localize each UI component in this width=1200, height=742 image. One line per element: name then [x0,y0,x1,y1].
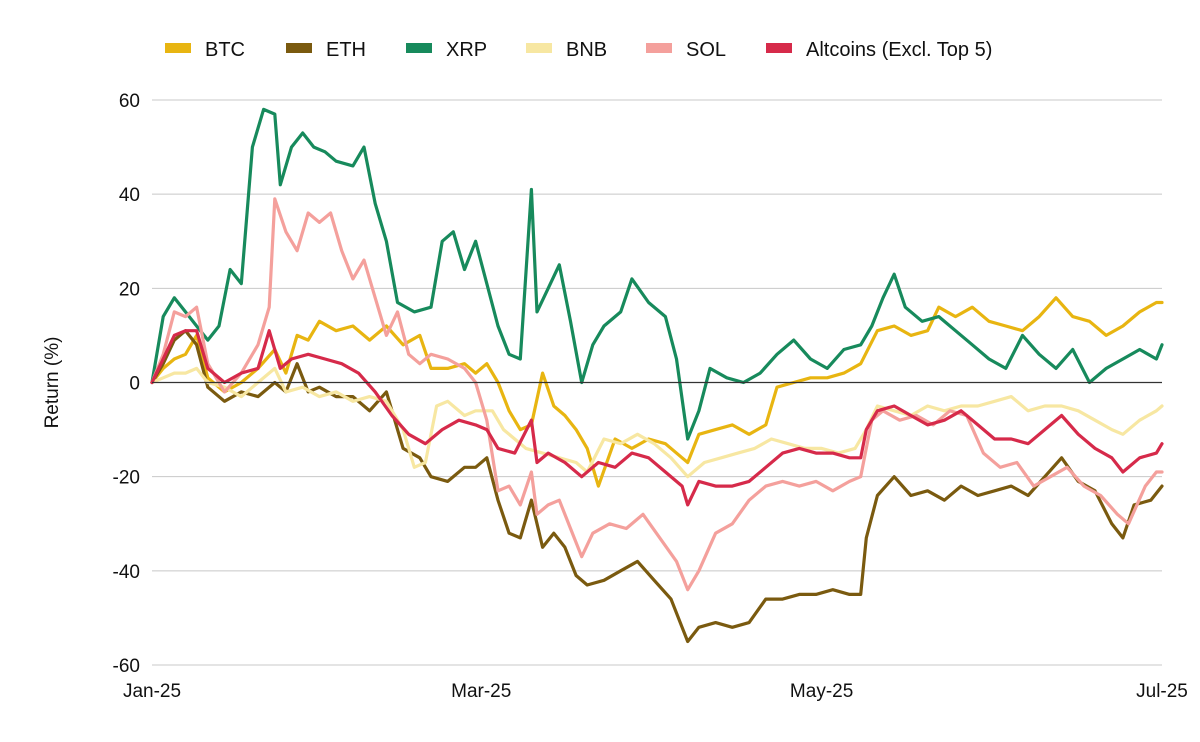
legend-label: BNB [566,39,607,61]
legend-label: SOL [686,39,726,61]
x-tick-label: Jan-25 [123,681,181,702]
y-tick-label: -20 [113,468,140,489]
y-axis-ticks: 60 40 20 0 -20 -40 -60 [113,91,140,677]
x-tick-label: Mar-25 [451,681,511,702]
legend-label: ETH [326,39,366,61]
series-line-altcoins-excl-top-5 [150,329,1164,507]
series-line-bnb [150,366,1164,479]
series-line-btc [150,296,1164,488]
y-axis-title: Return (%) [42,337,63,429]
legend: BTC ETH XRP BNB SOL Altcoins (Excl. Top 5) [165,39,992,61]
series-line-eth [150,329,1164,644]
legend-label: Altcoins (Excl. Top 5) [806,39,992,61]
legend-swatch [766,43,792,53]
legend-label: BTC [205,39,245,61]
y-tick-label: -40 [113,562,140,583]
legend-swatch [526,43,552,53]
y-tick-label: 0 [129,374,140,395]
y-tick-label: 60 [119,91,140,112]
series-lines [150,107,1164,644]
y-tick-label: -60 [113,656,140,677]
y-tick-label: 40 [119,185,140,206]
x-axis-ticks: Jan-25 Mar-25 May-25 Jul-25 [123,681,1188,702]
legend-swatch [165,43,191,53]
series-line-sol [150,197,1164,592]
legend-swatch [646,43,672,53]
legend-swatch [286,43,312,53]
legend-label: XRP [446,39,487,61]
x-tick-label: Jul-25 [1136,681,1188,702]
series-line-xrp [150,107,1164,441]
gridlines [152,99,1162,666]
y-tick-label: 20 [119,279,140,300]
legend-swatch [406,43,432,53]
x-tick-label: May-25 [790,681,853,702]
